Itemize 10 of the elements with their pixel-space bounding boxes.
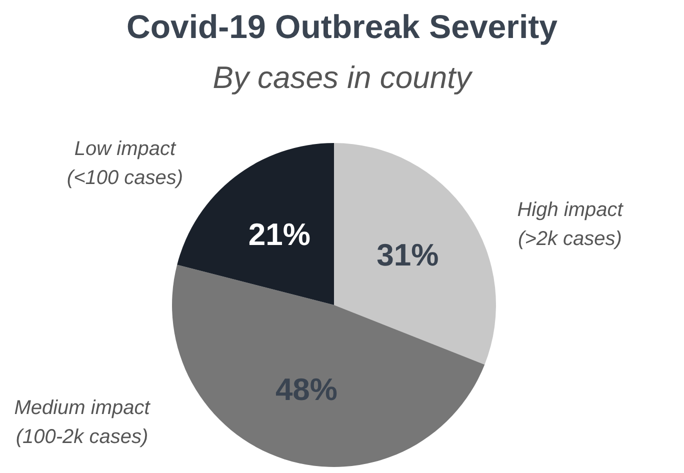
slice-label: High impact (>2k cases)	[517, 199, 624, 250]
slice-label: Low impact (<100 cases)	[66, 138, 184, 189]
data-label: 21%	[248, 217, 310, 252]
data-label: 48%	[275, 372, 338, 408]
slice-label: Medium impact (100-2k cases)	[14, 397, 152, 448]
chart-subtitle: By cases in county	[212, 60, 474, 96]
chart-title: Covid-19 Outbreak Severity	[126, 8, 558, 46]
data-label: 31%	[376, 237, 439, 272]
pie-slice	[172, 264, 485, 467]
pie-slice	[334, 143, 496, 365]
